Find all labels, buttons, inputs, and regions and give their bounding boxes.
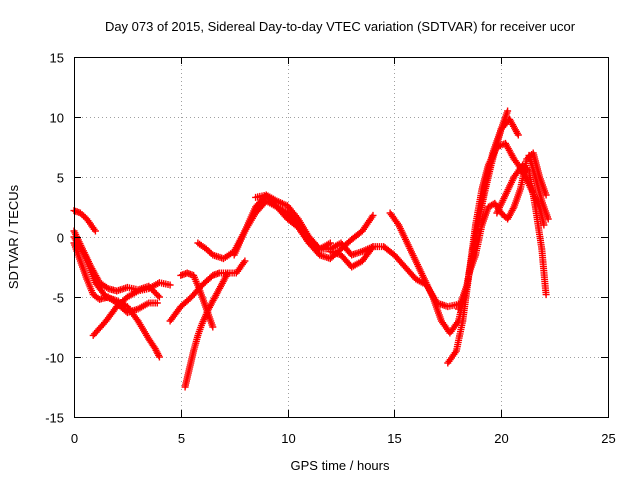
y-tick-label: 10 bbox=[50, 111, 64, 126]
y-tick-label: -10 bbox=[45, 351, 64, 366]
chart-title: Day 073 of 2015, Sidereal Day-to-day VTE… bbox=[105, 19, 576, 34]
y-tick-label: -5 bbox=[52, 291, 64, 306]
data-point bbox=[544, 215, 552, 223]
x-tick-label: 0 bbox=[71, 431, 78, 446]
y-tick-label: 15 bbox=[50, 51, 64, 66]
data-point bbox=[514, 131, 522, 139]
x-tick-label: 15 bbox=[387, 431, 401, 446]
data-point bbox=[542, 191, 550, 199]
data-point bbox=[154, 292, 162, 299]
data-point bbox=[542, 291, 550, 299]
x-tick-label: 25 bbox=[601, 431, 615, 446]
x-tick-label: 5 bbox=[178, 431, 185, 446]
tick-labels: 0 5 10 15 20 25 -15 -10 -5 0 5 10 15 bbox=[45, 51, 616, 447]
data-point bbox=[504, 107, 512, 115]
data-point bbox=[241, 257, 249, 265]
series-track-e bbox=[89, 279, 174, 339]
data-point bbox=[91, 227, 99, 235]
data-points bbox=[70, 107, 552, 391]
data-point bbox=[326, 239, 334, 247]
x-tick-label: 10 bbox=[281, 431, 295, 446]
series-track-r bbox=[493, 161, 550, 299]
series-track-l bbox=[284, 211, 377, 263]
x-tick-label: 20 bbox=[494, 431, 508, 446]
data-point bbox=[153, 299, 161, 307]
series-track-s bbox=[525, 151, 552, 223]
y-tick-label: 5 bbox=[57, 171, 64, 186]
data-point bbox=[209, 323, 217, 331]
data-point bbox=[155, 353, 163, 361]
data-point bbox=[540, 221, 548, 229]
data-point bbox=[166, 281, 174, 289]
axis-ticks bbox=[74, 57, 609, 418]
y-tick-label: 0 bbox=[57, 231, 64, 246]
y-axis-label: SDTVAR / TECUs bbox=[6, 184, 21, 289]
x-axis-label: GPS time / hours bbox=[291, 458, 390, 473]
data-point bbox=[368, 244, 376, 252]
grid-lines bbox=[74, 57, 608, 417]
series-track-h bbox=[166, 257, 249, 325]
data-point bbox=[369, 211, 377, 219]
data-point bbox=[155, 293, 163, 301]
series-track-f bbox=[181, 269, 232, 391]
series-track-g bbox=[177, 269, 217, 331]
y-tick-label: -15 bbox=[45, 411, 64, 426]
